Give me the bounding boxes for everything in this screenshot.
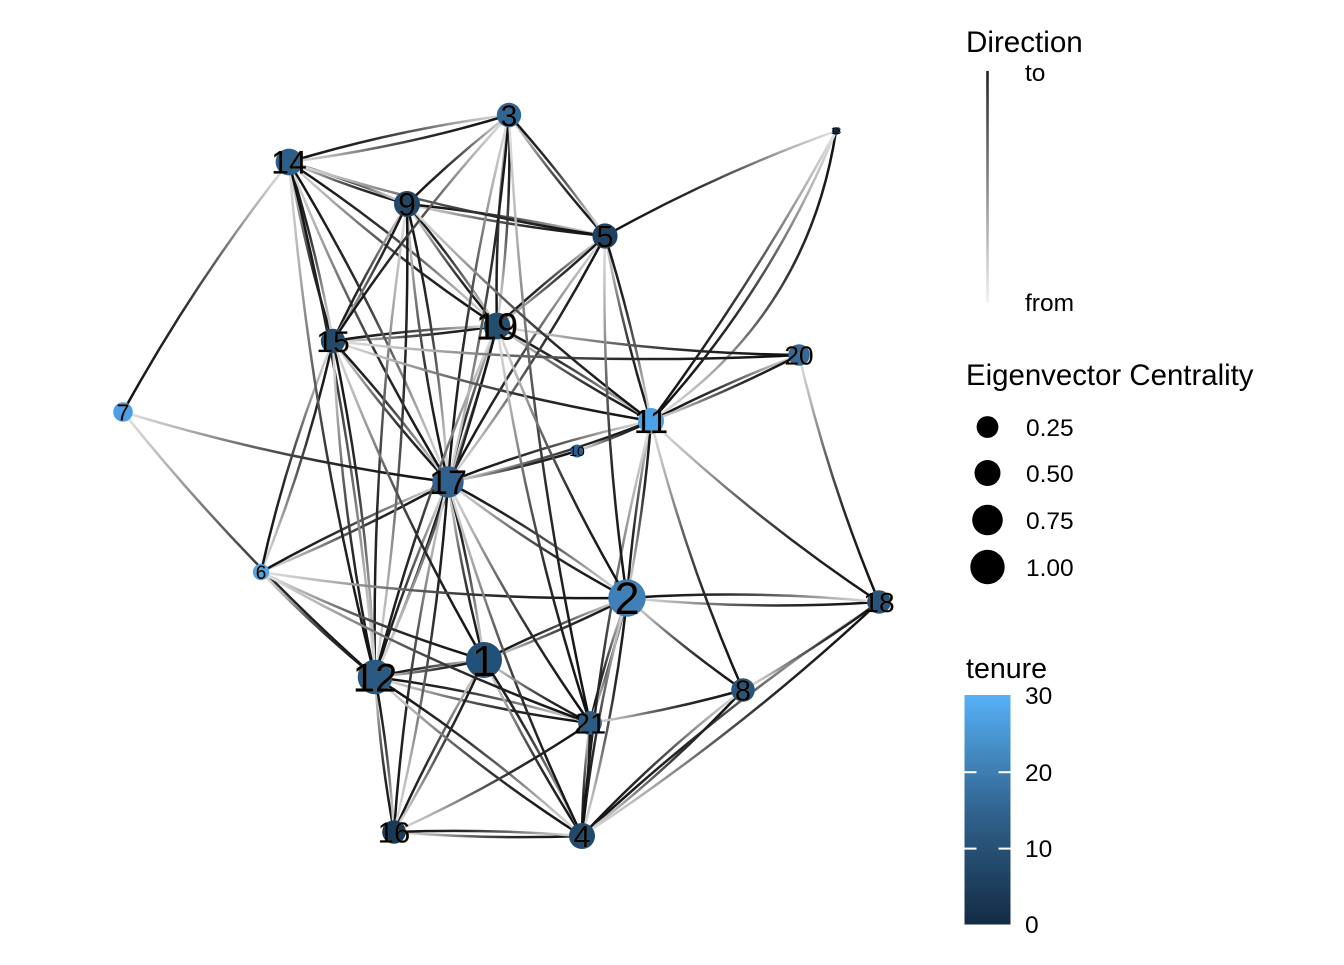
svg-text:14: 14 — [271, 145, 307, 181]
svg-text:18: 18 — [863, 587, 894, 618]
svg-text:0.75: 0.75 — [1026, 508, 1074, 535]
svg-text:13: 13 — [831, 126, 841, 136]
svg-text:19: 19 — [476, 307, 518, 349]
svg-text:10: 10 — [569, 443, 585, 459]
svg-text:20: 20 — [785, 340, 814, 370]
svg-text:0.25: 0.25 — [1026, 415, 1074, 442]
svg-text:10: 10 — [1025, 836, 1052, 863]
svg-text:5: 5 — [596, 219, 613, 254]
svg-text:9: 9 — [398, 187, 416, 223]
svg-text:30: 30 — [1025, 683, 1052, 710]
svg-text:3: 3 — [501, 100, 518, 133]
svg-text:Direction: Direction — [966, 26, 1083, 59]
svg-text:15: 15 — [316, 326, 349, 359]
svg-text:Eigenvector Centrality: Eigenvector Centrality — [966, 359, 1254, 392]
svg-text:tenure: tenure — [966, 653, 1047, 685]
svg-text:from: from — [1025, 290, 1074, 317]
svg-text:12: 12 — [353, 656, 398, 700]
svg-text:11: 11 — [634, 403, 668, 440]
svg-text:1: 1 — [472, 637, 496, 686]
svg-text:21: 21 — [574, 708, 606, 740]
svg-text:17: 17 — [429, 464, 467, 502]
svg-text:1.00: 1.00 — [1026, 555, 1074, 582]
svg-text:16: 16 — [378, 817, 410, 849]
svg-text:20: 20 — [1025, 760, 1052, 787]
svg-text:7: 7 — [117, 399, 130, 425]
svg-text:8: 8 — [735, 675, 751, 707]
svg-text:6: 6 — [256, 563, 267, 584]
svg-text:0.50: 0.50 — [1026, 461, 1074, 488]
svg-text:4: 4 — [573, 819, 590, 854]
svg-text:2: 2 — [614, 573, 639, 624]
svg-text:to: to — [1025, 60, 1045, 87]
svg-text:0: 0 — [1025, 912, 1039, 939]
